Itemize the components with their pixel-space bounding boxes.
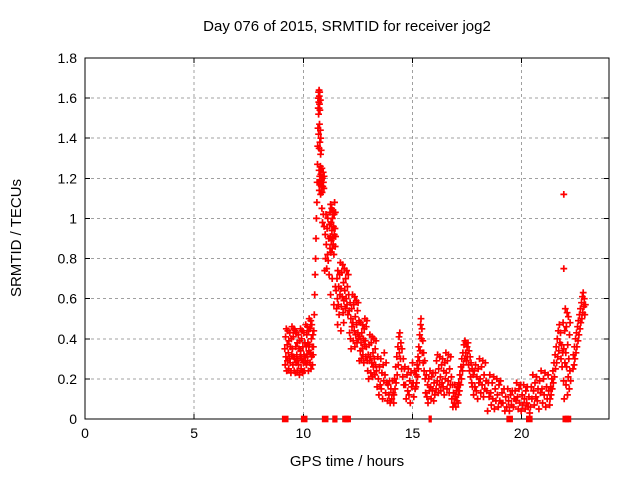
zero-square-marker — [526, 415, 533, 423]
y-tick-label: 1 — [69, 210, 77, 226]
y-tick-label: 1.8 — [58, 50, 78, 66]
chart-title: Day 076 of 2015, SRMTID for receiver jog… — [203, 18, 491, 35]
y-axis-label: SRMTID / TECUs — [8, 179, 25, 297]
x-tick-label: 20 — [514, 425, 530, 441]
plot-frame — [84, 57, 610, 420]
zero-bar-marker — [335, 415, 338, 423]
zero-square-marker — [506, 415, 513, 423]
y-tick-label: 1.6 — [58, 90, 78, 106]
x-tick-label: 5 — [190, 425, 198, 441]
y-tick-label: 0.8 — [58, 251, 78, 267]
data-points — [281, 86, 589, 423]
zero-square-marker — [344, 415, 351, 423]
gridlines — [85, 58, 609, 419]
zero-square-marker — [281, 415, 289, 423]
y-tick-label: 0.2 — [58, 371, 78, 387]
zero-square-marker — [321, 415, 329, 423]
y-tick-label: 1.2 — [58, 170, 78, 186]
x-tick-label: 15 — [405, 425, 421, 441]
y-tick-label: 0.4 — [58, 331, 78, 347]
axis-tick-marks — [84, 57, 609, 420]
x-axis-label: GPS time / hours — [290, 453, 404, 470]
x-tick-label: 0 — [81, 425, 89, 441]
zero-bar-marker — [428, 415, 431, 423]
zero-bar-marker — [332, 415, 335, 423]
scatter-markers — [281, 86, 589, 417]
zero-square-marker — [564, 415, 572, 423]
y-tick-label: 0 — [69, 411, 77, 427]
zero-bar-marker — [333, 415, 336, 423]
zero-square-marker — [300, 415, 308, 423]
zero-bar-marker — [429, 415, 432, 423]
y-tick-label: 1.4 — [58, 130, 78, 146]
tick-labels: 0 5 10 15 20 0 0.2 0.4 0.6 0.8 1 1.2 1.4 1.6 1.8 — [58, 50, 530, 441]
x-tick-label: 10 — [296, 425, 312, 441]
y-tick-label: 0.6 — [58, 291, 78, 307]
